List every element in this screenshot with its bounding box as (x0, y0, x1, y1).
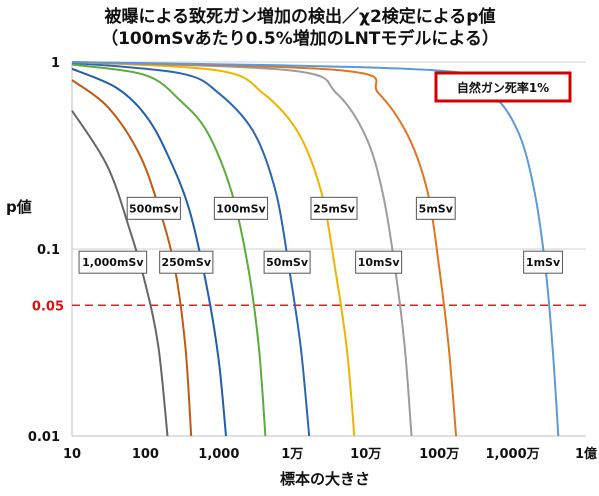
series-label-box (355, 250, 403, 274)
x-tick-label: 1,000 (198, 447, 239, 462)
series-line (71, 63, 267, 437)
series-label: 10mSv (358, 256, 401, 269)
x-tick-label: 1,000万 (486, 447, 540, 462)
series-line (71, 61, 458, 437)
series-line (71, 61, 356, 437)
series-label-box (415, 196, 456, 220)
x-axis-label: 標本の大きさ (280, 470, 370, 488)
series-label-box (523, 250, 563, 274)
series-label: 500mSv (129, 202, 179, 215)
x-tick-label: 1億 (575, 446, 597, 462)
series-label-box (159, 250, 214, 274)
series-label-box (310, 196, 358, 220)
series-label: 25mSv (313, 202, 356, 215)
x-tick-label: 10 (63, 447, 81, 462)
plot-area: 10 100 1,000 1万 10万 100万 1,000万 1億 1 0.1 0.01 0.05 1… (28, 56, 597, 462)
series-line (71, 61, 413, 437)
y-tick-label: 0.1 (37, 243, 60, 258)
x-tick-label: 1万 (281, 447, 303, 462)
series-label: 250mSv (162, 256, 212, 269)
threshold-label: 0.05 (32, 299, 64, 314)
series-label: 50mSv (266, 256, 309, 269)
x-tick-label: 100 (132, 447, 159, 462)
series-label: 100mSv (216, 202, 266, 215)
y-tick-label: 0.01 (28, 430, 60, 445)
annotation-box (434, 71, 572, 103)
chart-subtitle: （100mSvあたり0.5%増加のLNTモデルによる） (101, 28, 499, 49)
series-label-box (126, 196, 181, 220)
series-label: 1,000mSv (82, 256, 144, 269)
x-tick-label: 10万 (350, 447, 381, 462)
series-label-box (263, 250, 311, 274)
series-line (71, 61, 311, 437)
y-axis-label: p値 (6, 198, 32, 216)
series-label-box (213, 196, 269, 220)
y-tick-label: 1 (51, 56, 60, 71)
series-label: 5mSv (419, 202, 454, 215)
series-line (71, 67, 227, 437)
x-tick-label: 100万 (419, 447, 459, 462)
series-line (71, 61, 560, 437)
chart-title: 被曝による致死ガン増加の検出／χ2検定によるp値 (105, 6, 496, 27)
series-label-box (78, 250, 148, 274)
series-label: 1mSv (526, 256, 561, 269)
annotation-label: 自然ガン死率1% (457, 80, 549, 95)
